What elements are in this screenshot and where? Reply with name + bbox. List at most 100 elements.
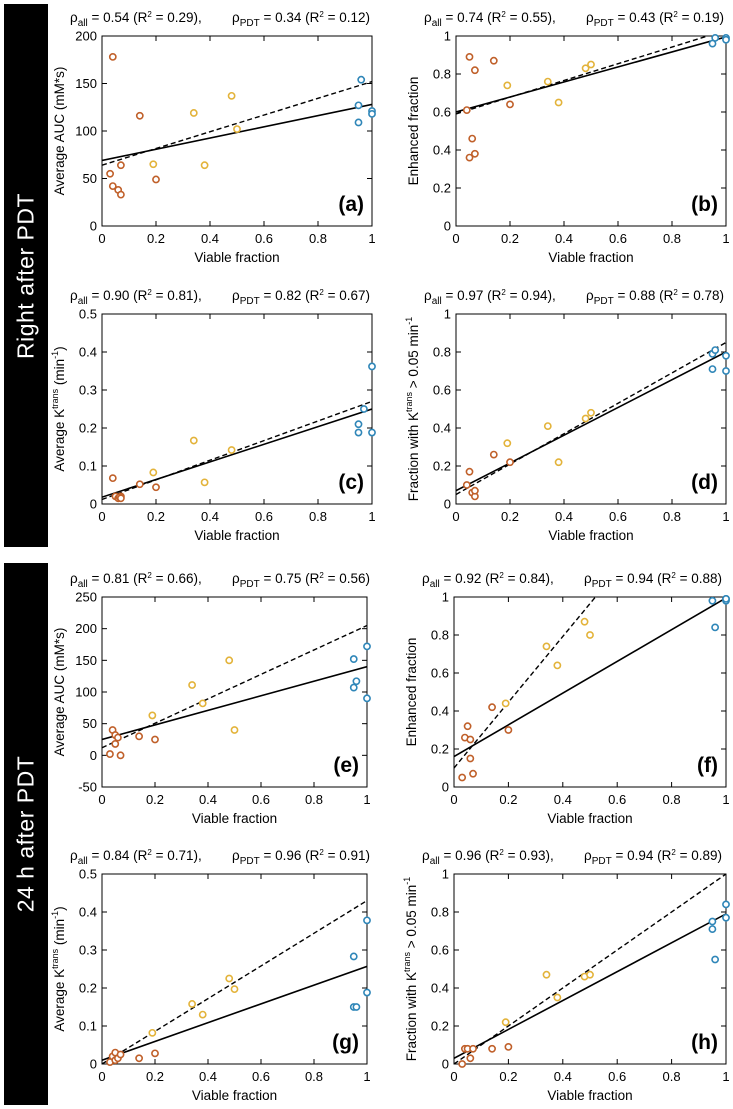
y-tick-label: 0.5: [79, 867, 97, 882]
x-tick-label: 0.4: [199, 792, 217, 807]
data-point-high: [357, 75, 366, 84]
data-point-low: [108, 474, 117, 483]
data-point-high: [354, 420, 363, 429]
data-point-low: [465, 53, 474, 61]
data-point-mid: [233, 125, 241, 134]
data-point-low: [135, 732, 143, 741]
x-tick-label: 0.6: [252, 792, 270, 807]
data-point-high: [711, 34, 720, 42]
data-point-mid: [225, 656, 234, 665]
stats-line: ρall = 0.92 (R2 = 0.84),: [422, 571, 554, 590]
x-tick-label: 0.8: [305, 792, 323, 807]
data-point-mid: [227, 91, 236, 100]
x-tick-label: 0.2: [501, 231, 519, 246]
y-tick-label: 0.4: [433, 143, 451, 158]
y-axis-label: Average Ktrans (min-1): [50, 906, 67, 1031]
data-point-low: [470, 66, 479, 75]
x-tick-label: 1: [722, 1069, 729, 1084]
data-point-mid: [148, 1028, 157, 1037]
data-point-low: [465, 467, 474, 476]
stats-line-pdt: ρPDT = 0.82 (R2 = 0.67): [232, 288, 370, 307]
fit-line-dashed: [456, 36, 710, 115]
data-point-high: [711, 955, 720, 964]
x-tick-label: 0.6: [609, 509, 627, 524]
data-point-high: [368, 110, 376, 118]
fit-line-dashed: [454, 597, 596, 769]
data-point-mid: [587, 408, 595, 417]
x-axis-label: Viable fraction: [547, 1088, 632, 1103]
data-point-high: [349, 952, 358, 961]
data-point-low: [468, 134, 477, 143]
data-point-high: [363, 988, 371, 997]
x-tick-label: 0.6: [252, 1069, 270, 1084]
data-point-high: [354, 428, 363, 437]
data-point-mid: [580, 617, 589, 626]
panel-label: (e): [333, 754, 359, 777]
x-tick-label: 0.2: [147, 509, 165, 524]
data-point-high: [708, 917, 717, 926]
x-tick-label: 0.4: [199, 1069, 217, 1084]
data-point-low: [504, 1043, 513, 1051]
fit-line-solid: [454, 913, 726, 1060]
x-tick-label: 0.6: [255, 509, 273, 524]
y-tick-label: 0.2: [431, 742, 449, 757]
data-point-low: [117, 161, 125, 170]
data-point-low: [469, 1044, 477, 1053]
panel-label: (f): [697, 754, 718, 777]
fit-line-solid: [454, 597, 726, 758]
data-point-low: [463, 722, 472, 731]
y-axis-label: Fraction with Ktrans > 0.05 min-1: [404, 317, 421, 501]
axes-frame: [455, 313, 727, 505]
data-point-low: [135, 1054, 143, 1063]
y-tick-label: 0: [90, 748, 97, 763]
fit-line-dashed: [102, 80, 372, 166]
data-point-high: [368, 428, 376, 437]
x-tick-label: 0.8: [663, 231, 681, 246]
data-point-high: [363, 694, 371, 703]
x-tick-label: 0.2: [499, 1069, 517, 1084]
chart-panel-d: 0 0.2 0.4 0.6 0.8 1 0 0.2 0.4 0.6 0.8 1 Viable fract…: [404, 288, 730, 543]
data-point-high: [349, 683, 358, 692]
stats-line: ρall = 0.96 (R2 = 0.93),: [422, 848, 554, 867]
data-point-low: [466, 1054, 475, 1063]
data-point-mid: [553, 993, 562, 1002]
data-point-mid: [586, 970, 594, 979]
x-tick-label: 1: [368, 231, 375, 246]
x-tick-label: 0.6: [255, 231, 273, 246]
x-tick-label: 0.2: [146, 792, 164, 807]
data-point-low: [504, 726, 513, 734]
data-point-low: [489, 56, 498, 65]
panel-label: (a): [338, 193, 364, 216]
data-point-high: [363, 642, 371, 651]
y-tick-label: 0.4: [431, 981, 449, 996]
data-point-low: [151, 735, 159, 744]
data-point-mid: [554, 98, 563, 107]
data-point-low: [458, 1060, 467, 1068]
y-tick-label: 0: [442, 780, 449, 795]
data-point-mid: [503, 81, 512, 90]
x-tick-label: 0.2: [499, 792, 517, 807]
fit-line-solid: [102, 965, 367, 1061]
data-point-high: [354, 118, 363, 127]
y-tick-label: 100: [75, 685, 97, 700]
stats-line: ρall = 0.81 (R2 = 0.66),: [70, 571, 202, 590]
y-tick-label: 0.8: [433, 345, 451, 360]
y-tick-label: 0: [90, 497, 97, 512]
data-point-low: [466, 735, 475, 744]
data-point-low: [117, 494, 125, 503]
data-point-mid: [149, 160, 158, 169]
y-axis-label: Average AUC (mM*s): [52, 628, 67, 757]
x-tick-label: 0: [450, 792, 457, 807]
y-tick-label: 150: [75, 76, 97, 91]
x-tick-label: 0.2: [501, 509, 519, 524]
x-tick-label: 0: [98, 1069, 105, 1084]
data-point-mid: [149, 468, 158, 477]
x-tick-label: 0.4: [201, 509, 219, 524]
stats-line-pdt: ρPDT = 0.88 (R2 = 0.78): [586, 288, 724, 307]
x-axis-label: Viable fraction: [192, 811, 277, 826]
y-tick-label: 0.4: [431, 704, 449, 719]
chart-panel-c: 0 0.2 0.4 0.6 0.8 1 0 0.1 0.2 0.3 0.4 0.5 Viable fra…: [50, 288, 376, 543]
y-tick-label: 1: [444, 29, 451, 44]
x-tick-label: 0.8: [663, 1069, 681, 1084]
